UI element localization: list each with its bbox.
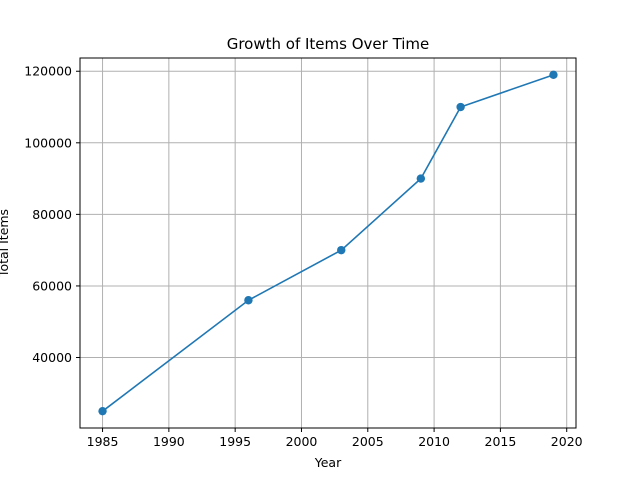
x-tick-label: 2010 <box>418 434 450 449</box>
x-tick-label: 1990 <box>153 434 185 449</box>
grid <box>80 58 576 428</box>
data-point <box>549 70 558 80</box>
y-axis-label: Total Items <box>0 209 11 278</box>
x-tick-label: 2020 <box>551 434 583 449</box>
y-tick-label: 100000 <box>24 135 72 150</box>
y-tick-label: 40000 <box>32 350 72 365</box>
data-point <box>416 174 426 183</box>
data-point <box>244 296 253 305</box>
x-tick-label: 1995 <box>219 434 251 449</box>
x-tick-label: 2005 <box>352 434 384 449</box>
series-layer <box>98 70 558 416</box>
data-point <box>456 102 465 112</box>
chart-title: Growth of Items Over Time <box>227 35 430 53</box>
plot-frame <box>79 57 577 429</box>
y-tick-label: 80000 <box>32 207 72 222</box>
ticks: 1985 1990 1995 2000 2005 2010 2015 2020 40000 600… <box>24 64 582 449</box>
x-tick-label: 1985 <box>87 434 119 449</box>
series-line <box>102 74 554 412</box>
data-point <box>98 406 107 416</box>
y-tick-label: 60000 <box>32 278 72 293</box>
x-axis-label: Year <box>314 455 342 470</box>
x-tick-label: 2000 <box>286 434 318 449</box>
x-tick-label: 2015 <box>485 434 517 449</box>
data-point <box>337 245 346 255</box>
y-tick-label: 120000 <box>24 64 72 79</box>
